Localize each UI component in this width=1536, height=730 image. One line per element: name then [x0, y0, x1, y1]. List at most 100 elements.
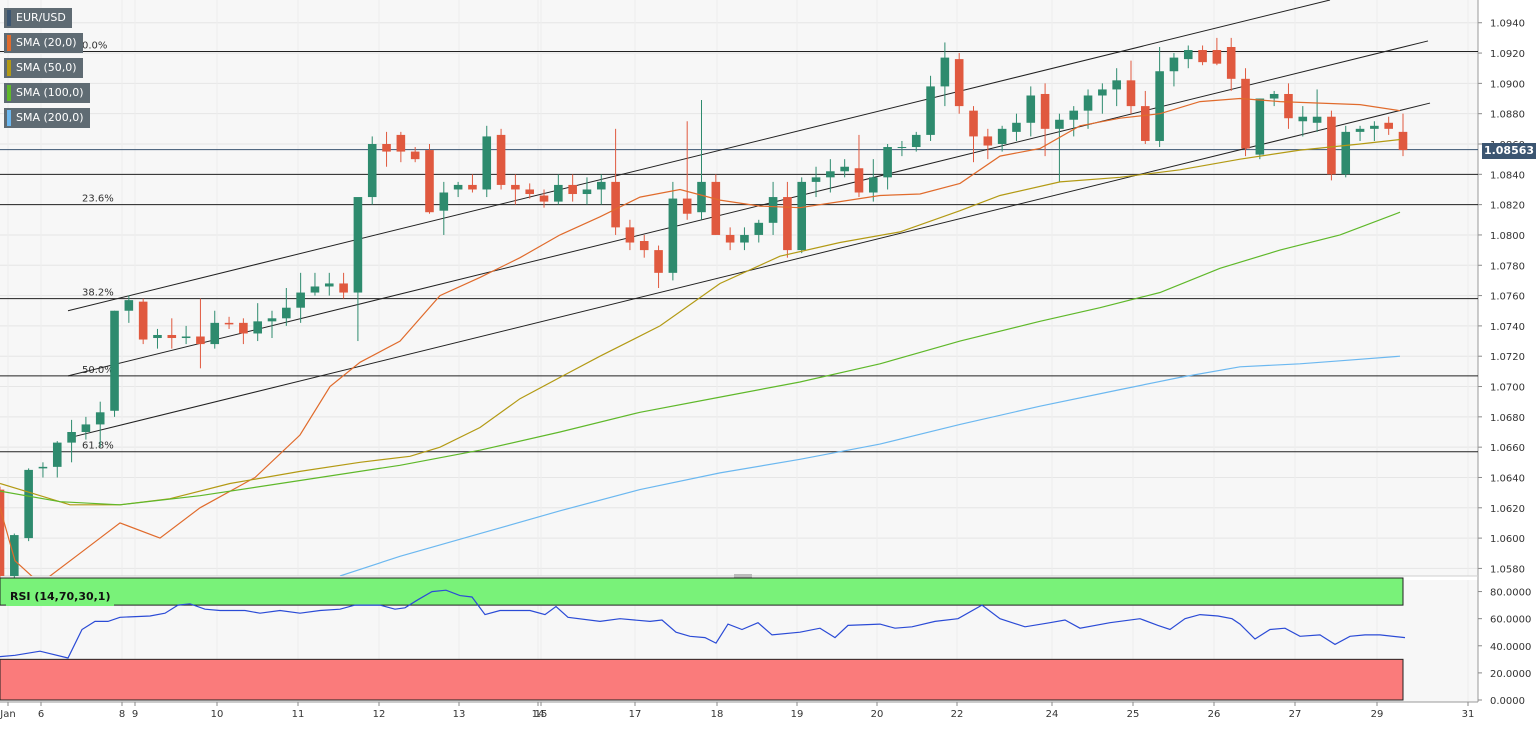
candle-body [52, 442, 62, 467]
rsi-overbought-zone [0, 577, 1404, 606]
x-tick-label: 9 [132, 709, 138, 720]
candle-body [67, 432, 76, 443]
candle-body [310, 286, 320, 293]
candle-body [869, 177, 878, 193]
candle-body [0, 489, 5, 576]
candle-body [940, 57, 950, 87]
candle-body [95, 412, 105, 425]
pane-resize-handle [734, 574, 752, 578]
candle-body [1198, 50, 1207, 63]
price-tick-label: 1.0680 [1490, 413, 1525, 424]
price-tick-label: 1.0720 [1490, 352, 1525, 363]
candle-body [926, 86, 935, 135]
candle-body [38, 466, 48, 469]
candle-body [10, 535, 19, 576]
candle-body [596, 181, 606, 190]
x-tick-label: 11 [292, 709, 305, 720]
candle-body [224, 322, 234, 325]
x-tick-label: 15 [535, 709, 548, 720]
price-tick-label: 1.0740 [1490, 322, 1525, 333]
candle-body [840, 166, 849, 172]
candle-body [496, 134, 506, 185]
candle-body [554, 184, 563, 202]
candle-body [826, 171, 835, 178]
sma-200-line [339, 355, 1401, 576]
fib-label: 0.0% [82, 41, 107, 52]
current-price-tag: 1.08563 [1482, 143, 1536, 159]
sma-lines [0, 97, 1401, 576]
fib-label: 38.2% [82, 288, 114, 299]
price-tick-label: 1.0700 [1490, 383, 1525, 394]
candle-body [1069, 110, 1079, 120]
rsi-line [0, 589, 1406, 659]
rsi-label: RSI (14,70,30,1) [6, 588, 115, 606]
candle-body [138, 301, 148, 340]
candle-body [1212, 50, 1222, 64]
candle-body [296, 292, 305, 308]
fib-label: 50.0% [82, 365, 114, 376]
sma-200-label: SMA (200,0) [16, 111, 84, 124]
sma-200-swatch [7, 110, 11, 126]
candle-body [396, 134, 406, 152]
sma-20-label: SMA (20,0) [16, 36, 77, 49]
rsi-oversold-zone [0, 658, 1404, 701]
candle-body [711, 181, 721, 235]
candle-body [1298, 116, 1308, 122]
candle-body [682, 198, 692, 214]
candle-body [525, 189, 534, 195]
candle-body [453, 184, 463, 190]
candle-body [697, 181, 706, 213]
symbol-text: EUR/USD [16, 11, 66, 24]
candle-body [1341, 131, 1351, 175]
price-pane-bg [0, 0, 1478, 576]
candle-body [196, 336, 205, 345]
x-tick-label: 18 [711, 709, 724, 720]
candle-body [1241, 78, 1250, 149]
candle-body [1012, 122, 1021, 132]
price-tick-label: 1.0580 [1490, 564, 1525, 575]
candle-body [253, 321, 262, 334]
x-tick-label: 20 [871, 709, 884, 720]
candle-body [482, 136, 492, 190]
candle-body [897, 147, 907, 149]
price-tick-label: 1.0840 [1490, 170, 1525, 181]
candle-body [339, 283, 348, 293]
price-tick-label: 1.0660 [1490, 443, 1525, 454]
candle-body [969, 110, 978, 137]
candle-body [725, 234, 735, 243]
price-tick-label: 1.0900 [1490, 79, 1525, 90]
candle-body [1055, 119, 1064, 129]
candle-body [911, 134, 921, 148]
candle-body [783, 197, 792, 251]
channel-line [67, 0, 1331, 312]
x-tick-label: 12 [373, 709, 386, 720]
candle-body [24, 469, 33, 539]
sma-100-label: SMA (100,0) [16, 86, 84, 99]
x-tick-label: 13 [453, 709, 466, 720]
candle-body [353, 197, 363, 293]
candle-body [997, 128, 1007, 144]
candle-body [668, 198, 678, 273]
legend-sma-20: SMA (20,0) [4, 33, 83, 53]
candle-body [1355, 128, 1365, 132]
candle-body [1183, 50, 1193, 60]
candle-body [267, 318, 277, 322]
candle-body [410, 151, 420, 160]
candle-body [181, 336, 191, 339]
candle-body [439, 192, 449, 211]
price-tick-label: 1.0920 [1490, 49, 1525, 60]
candle-body [1155, 71, 1164, 141]
x-tick-label: 17 [629, 709, 642, 720]
candle-body [110, 310, 119, 411]
candle-body [1398, 131, 1408, 151]
sma-100-swatch [7, 85, 11, 101]
candle-body [625, 227, 635, 243]
price-tick-label: 1.0940 [1490, 19, 1525, 30]
x-tick-label: 29 [1371, 709, 1384, 720]
candle-body [1269, 93, 1279, 99]
candle-body [582, 189, 592, 195]
candle-body [1141, 106, 1150, 141]
candle-body [1083, 95, 1093, 111]
legend-sma-50: SMA (50,0) [4, 58, 83, 78]
